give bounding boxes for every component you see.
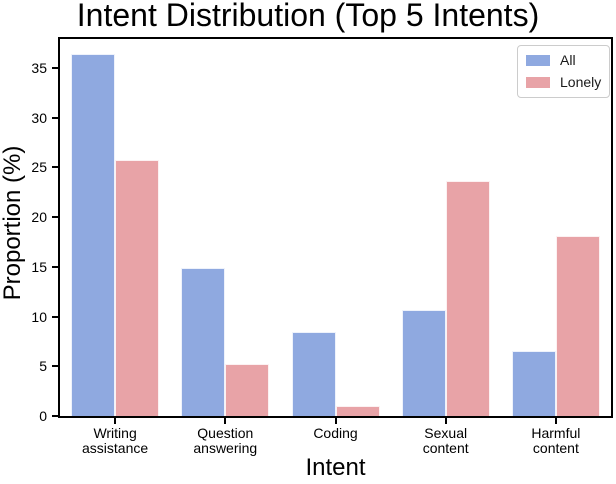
x-tick-label-line: Coding <box>313 425 358 441</box>
x-tick-label-line: Harmful <box>531 425 581 441</box>
y-tick-mark <box>52 415 58 417</box>
x-axis-label: Intent <box>305 454 366 481</box>
x-tick-mark <box>554 418 557 424</box>
y-tick-label: 5 <box>39 358 47 375</box>
bar-lonely-question-answering <box>225 364 270 416</box>
x-tick-label: Harmful content <box>486 426 616 456</box>
x-tick-label-line: Sexual <box>424 425 468 441</box>
bar-lonely-coding <box>335 406 380 416</box>
x-tick-mark <box>444 418 447 424</box>
x-tick-label-line: assistance <box>82 440 149 456</box>
bar-all-coding <box>291 332 336 416</box>
y-tick-mark <box>52 365 58 368</box>
y-tick-label: 25 <box>31 159 47 176</box>
y-tick-label: 35 <box>31 59 47 76</box>
y-tick-mark <box>52 315 58 318</box>
legend-label-lonely: Lonely <box>560 74 602 90</box>
x-tick-label-line: content <box>532 440 579 456</box>
x-tick-label-line: content <box>422 440 469 456</box>
y-tick-mark <box>52 66 58 69</box>
legend: All Lonely <box>517 45 611 98</box>
bar-all-sexual-content <box>401 309 446 416</box>
y-tick-label: 15 <box>31 258 47 275</box>
bar-all-harmful-content <box>511 351 556 416</box>
y-tick-label: 0 <box>39 408 47 424</box>
x-tick-mark <box>224 418 227 424</box>
bar-all-question-answering <box>181 267 226 416</box>
x-tick-label-line: Question <box>197 425 254 441</box>
bar-lonely-sexual-content <box>445 181 490 416</box>
bar-lonely-writing-assistance <box>115 160 160 416</box>
bar-all-writing-assistance <box>71 53 116 416</box>
y-tick-mark <box>52 216 58 219</box>
legend-item-all: All <box>526 53 601 68</box>
legend-swatch-all <box>526 55 550 66</box>
y-tick-mark <box>52 116 58 119</box>
legend-item-lonely: Lonely <box>526 75 601 90</box>
x-tick-label: Question answering <box>155 426 295 456</box>
bar-lonely-harmful-content <box>555 236 600 416</box>
plot-area <box>58 37 613 418</box>
y-tick-mark <box>52 166 58 169</box>
x-tick-label-line: answering <box>193 440 258 456</box>
x-tick-label: Sexual content <box>376 426 516 456</box>
chart-title: Intent Distribution (Top 5 Intents) <box>76 0 540 33</box>
x-tick-label: Writing assistance <box>45 426 185 456</box>
plot-inner <box>60 39 611 416</box>
y-tick-label: 20 <box>31 209 47 226</box>
y-tick-mark <box>52 265 58 268</box>
legend-swatch-lonely <box>526 77 550 88</box>
y-tick-label: 30 <box>31 109 47 126</box>
y-tick-label: 10 <box>31 308 47 325</box>
legend-label-all: All <box>560 52 576 68</box>
x-tick-label: Coding <box>266 426 406 441</box>
x-tick-mark <box>114 418 117 424</box>
x-tick-label-line: Writing <box>93 425 137 441</box>
x-tick-mark <box>334 418 337 424</box>
